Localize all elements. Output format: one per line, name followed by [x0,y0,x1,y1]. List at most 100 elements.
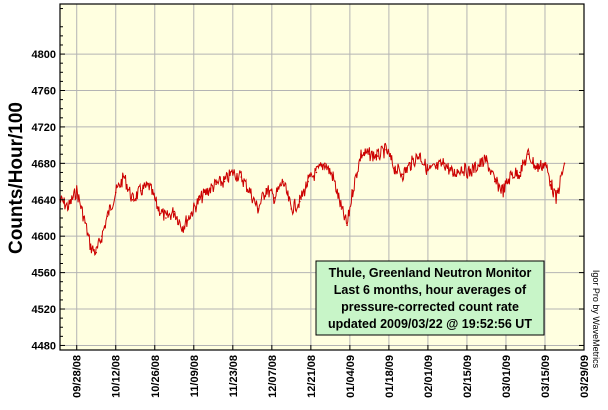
x-tick-label: 10/12/08 [111,355,123,398]
data-point [165,217,167,219]
data-point [95,251,97,254]
data-point [477,164,479,166]
data-point [265,188,268,190]
data-point [324,162,326,165]
data-point [131,199,134,201]
x-tick-label: 10/26/08 [150,355,162,398]
data-point [544,162,546,165]
data-point [460,167,463,169]
data-point [485,159,488,162]
data-point [368,153,371,155]
data-point [181,226,184,228]
data-point [468,171,471,174]
data-point [549,180,552,183]
data-point [332,176,334,178]
data-point [206,189,209,192]
data-point [114,191,117,194]
y-tick-label: 4640 [32,195,56,207]
data-point [435,167,438,169]
data-point [385,148,387,151]
info-box: Thule, Greenland Neutron Monitor Last 6 … [315,260,545,336]
data-point [240,176,242,178]
y-tick-label: 4520 [32,304,56,316]
x-tick-label: 01/18/09 [384,355,396,398]
data-point [67,206,70,208]
data-point [443,162,446,165]
data-point [340,208,343,210]
y-tick-label: 4560 [32,268,56,280]
data-point [89,246,92,248]
data-point [510,173,513,176]
x-tick-label: 12/21/08 [306,355,318,398]
data-point [290,208,293,210]
data-point [101,235,103,237]
data-point [223,180,226,183]
y-tick-label: 4800 [32,49,56,61]
data-point [555,199,557,201]
data-point [393,167,396,169]
data-point [519,171,521,174]
data-point [410,162,413,165]
data-point [106,215,109,217]
data-point [418,153,421,155]
data-point [563,162,566,165]
y-tick-label: 4600 [32,231,56,243]
x-tick-label: 01/04/09 [345,355,357,398]
data-point [148,185,150,187]
series-line [59,142,565,256]
data-point [346,224,348,227]
data-point [248,189,251,192]
data-point [402,173,404,176]
data-point [494,180,496,183]
x-tick-label: 11/23/08 [228,355,240,397]
info-line-2: Last 6 months, hour averages of [334,283,527,297]
data-point [360,153,362,155]
x-axis: 09/28/08 10/12/08 10/26/08 11/09/08 11/23/08… [72,345,591,398]
data-point [156,206,159,208]
data-point [351,189,354,192]
x-tick-label: 12/07/08 [267,355,279,398]
credit-text: Igor Pro by WaveMetrics [591,270,601,369]
data-point [527,153,530,155]
x-tick-label: 03/15/09 [540,355,552,398]
data-point [502,189,505,192]
y-tick-label: 4720 [32,122,56,134]
y-axis-label: Counts/Hour/100 [6,102,27,254]
info-line-3: pressure-corrected count rate [341,300,519,314]
y-tick-label: 4480 [32,340,56,352]
data-point [173,210,176,213]
info-line-1: Thule, Greenland Neutron Monitor [329,266,532,280]
data-point [315,171,318,174]
plot-frame [59,3,585,351]
y-axis: 4480 4520 4560 4600 4640 4680 4720 4760 4800 [32,8,584,352]
data-point [273,197,276,199]
data-point [282,180,284,183]
data-point [307,180,309,183]
x-tick-label: 03/01/09 [501,355,513,398]
data-point [215,183,217,186]
data-point [190,212,192,215]
data-point [298,200,301,203]
x-tick-label: 02/01/09 [423,355,435,398]
x-tick-label: 02/15/09 [462,355,474,398]
data-point [84,221,86,224]
data-point [376,155,379,157]
series-layer [59,142,566,256]
data-point [198,199,201,201]
data-point [232,171,234,174]
info-line-4: updated 2009/03/22 @ 19:52:56 UT [328,317,532,331]
data-point [535,167,538,169]
data-point [75,189,78,192]
data-point [123,176,125,178]
x-tick-label: 11/09/08 [189,355,201,397]
x-tick-label: 09/28/08 [72,355,84,398]
x-tick-label: 03/29/09 [579,355,591,398]
data-point [452,173,454,176]
y-tick-label: 4680 [32,158,56,170]
y-tick-label: 4760 [32,86,56,98]
data-point [140,189,142,192]
data-point [427,169,429,172]
info-box-background [315,260,545,336]
data-point [257,208,259,210]
